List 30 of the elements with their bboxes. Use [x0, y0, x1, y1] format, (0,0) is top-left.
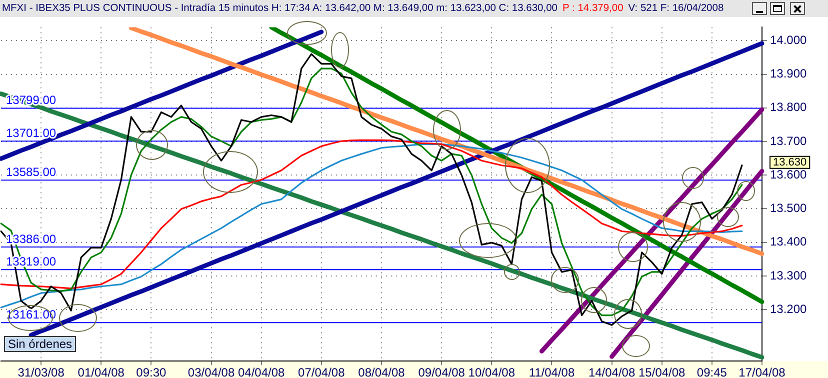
- x-tick-label: 15/04/08: [638, 366, 686, 378]
- y-tick-label: 13.600: [770, 167, 808, 182]
- x-tick-label: 17/04/08: [738, 366, 786, 378]
- x-tick-label: 07/04/08: [298, 366, 346, 378]
- text: V: 521 F: 16/04/2008: [628, 3, 724, 14]
- text: 13.630: [773, 156, 807, 168]
- y-tick-label: 13.900: [770, 66, 808, 81]
- x-tick-label: 14/04/08: [588, 366, 636, 378]
- x-tick-label: 10/04/08: [468, 366, 516, 378]
- y-tick-label: 13.500: [770, 201, 808, 216]
- y-tick-label: 14.000: [770, 32, 808, 47]
- y-tick-label: 13.700: [770, 134, 808, 148]
- x-tick-label: 04/04/08: [238, 366, 286, 378]
- x-tick-label: 11/04/08: [528, 366, 575, 378]
- y-tick-label: 13.200: [770, 302, 808, 316]
- y-tick-label: 13.400: [770, 234, 808, 249]
- y-tick-label: 13.800: [770, 100, 808, 114]
- x-tick-label: 09:45: [696, 366, 728, 378]
- annotation: Sin órdenes: [4, 336, 76, 352]
- chart-title: MFXI - IBEX35 PLUS CONTINUOUS - Intradía 15 minutos H: 17:34 A: 13.642,00 M: 13.649,00 m: 13.623,00 C: 13.630,00: [2, 3, 558, 14]
- x-tick-label: 09/04/08: [418, 366, 466, 378]
- x-tick-label: 01/04/08: [78, 366, 125, 378]
- text: P : 14.379,00: [562, 3, 624, 14]
- x-tick-label: 03/04/08: [188, 366, 235, 378]
- x-tick-label: 31/03/08: [18, 366, 65, 378]
- x-tick-label: 08/04/08: [358, 366, 406, 378]
- y-tick-label: 13.300: [770, 268, 808, 282]
- ref-line-label: 13585.00: [6, 165, 56, 180]
- ref-line-label: 13701.00: [6, 126, 56, 140]
- x-tick-label: 09:30: [136, 366, 167, 378]
